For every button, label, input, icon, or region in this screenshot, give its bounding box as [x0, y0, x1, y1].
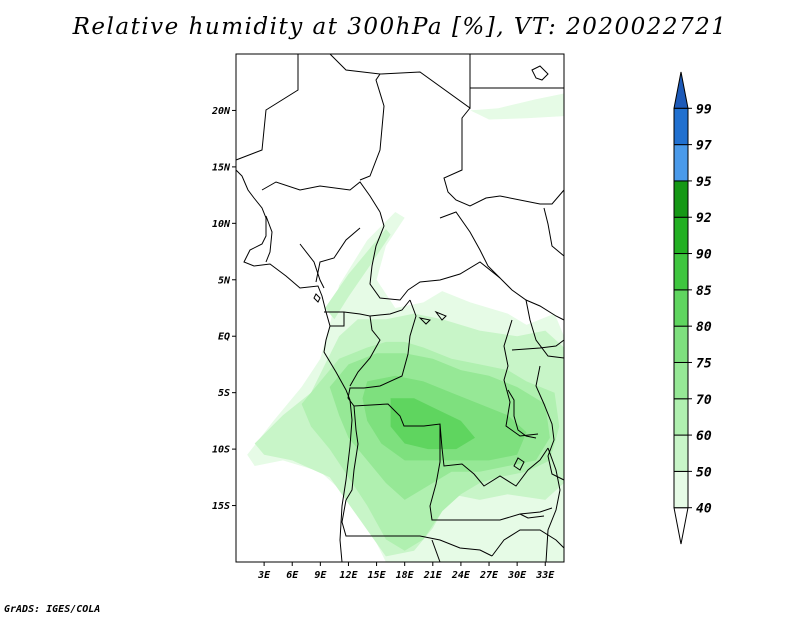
humidity-region-80 [390, 398, 475, 450]
border [330, 312, 345, 327]
border [434, 310, 447, 321]
border [545, 447, 561, 563]
lat-tick-label: EQ [218, 332, 230, 343]
border [499, 189, 565, 205]
colorbar-swatch [673, 253, 689, 291]
colorbar-swatch [673, 361, 689, 400]
grads-credit: GrADS: IGES/COLA [4, 604, 101, 615]
colorbar-swatch [673, 434, 689, 472]
colorbar-swatch [673, 325, 689, 363]
border [418, 317, 432, 325]
border [511, 339, 565, 351]
lon-tick-label: 12E [339, 570, 358, 581]
border [491, 529, 565, 557]
border [439, 211, 501, 279]
lon-tick-label: 18E [396, 570, 415, 581]
border [369, 211, 409, 301]
border [443, 107, 501, 207]
lon-tick-label: 21E [423, 570, 443, 581]
colorbar-swatch [673, 470, 689, 509]
colorbar-label: 85 [696, 284, 712, 299]
chart-title: Relative humidity at 300hPa [%], VT: 202… [72, 14, 728, 40]
border [519, 513, 545, 519]
colorbar-label: 60 [696, 429, 712, 444]
lat-tick-label: 15S [212, 501, 230, 512]
border [313, 293, 321, 303]
map-frame [235, 53, 565, 563]
humidity-region-50 [325, 229, 391, 320]
colorbar: 40 50 60 70 75 80 85 90 92 95 97 99 [673, 71, 712, 545]
border [513, 457, 525, 471]
colorbar-label: 50 [696, 465, 712, 480]
colorbar-swatch [673, 398, 689, 436]
colorbar-swatch [673, 144, 689, 182]
colorbar-label: 70 [696, 393, 712, 408]
border [324, 311, 381, 387]
border [429, 424, 444, 521]
colorbar-label: 92 [696, 211, 712, 226]
border [431, 539, 441, 563]
colorbar-label: 40 [696, 502, 712, 517]
border [543, 207, 565, 257]
lat-tick-label: 15N [212, 162, 231, 173]
border [341, 499, 493, 557]
colorbar-label: 80 [696, 320, 712, 335]
map-axes: 20N 15N 10N 5N EQ 5S 10S 15S 3E 6E 9E 12E 15E 18E 21E 2… [211, 106, 555, 581]
colorbar-swatch [673, 180, 689, 218]
lon-tick-label: 27E [479, 570, 499, 581]
border [535, 365, 565, 481]
border [347, 299, 549, 487]
border [503, 319, 539, 437]
border [531, 65, 549, 81]
border [299, 243, 325, 289]
lon-tick-label: 15E [368, 570, 387, 581]
colorbar-label: 75 [696, 356, 712, 371]
border [507, 389, 537, 439]
lon-tick-label: 9E [314, 570, 327, 581]
border [315, 227, 361, 283]
coastline [235, 169, 353, 563]
lon-tick-label: 30E [507, 570, 527, 581]
border [345, 405, 359, 501]
border [379, 54, 471, 109]
border [261, 181, 381, 213]
humidity-field [247, 93, 564, 562]
colorbar-upper-arrow [673, 71, 689, 109]
lat-tick-label: 20N [211, 106, 231, 117]
colorbar-swatch [673, 107, 689, 146]
colorbar-label: 90 [696, 248, 712, 263]
lon-tick-label: 24E [451, 570, 471, 581]
colorbar-lower-arrow [673, 507, 689, 545]
border [525, 299, 565, 359]
colorbar-swatch [673, 216, 689, 255]
colorbar-label: 95 [696, 175, 712, 190]
colorbar-label: 99 [696, 102, 712, 117]
country-borders [235, 53, 565, 563]
lat-tick-label: 10N [212, 219, 231, 230]
lon-tick-label: 3E [257, 570, 271, 581]
lat-tick-label: 5S [218, 388, 230, 399]
lon-tick-label: 6E [286, 570, 299, 581]
border [235, 54, 299, 161]
humidity-region-40 [470, 93, 564, 120]
border [265, 215, 273, 263]
lat-tick-label: 10S [212, 445, 230, 456]
colorbar-label: 97 [696, 139, 712, 154]
colorbar-swatch [673, 289, 689, 327]
lon-tick-label: 33E [535, 570, 555, 581]
border [444, 507, 553, 521]
border [369, 299, 411, 317]
lat-tick-label: 5N [218, 275, 231, 286]
border [236, 53, 385, 181]
